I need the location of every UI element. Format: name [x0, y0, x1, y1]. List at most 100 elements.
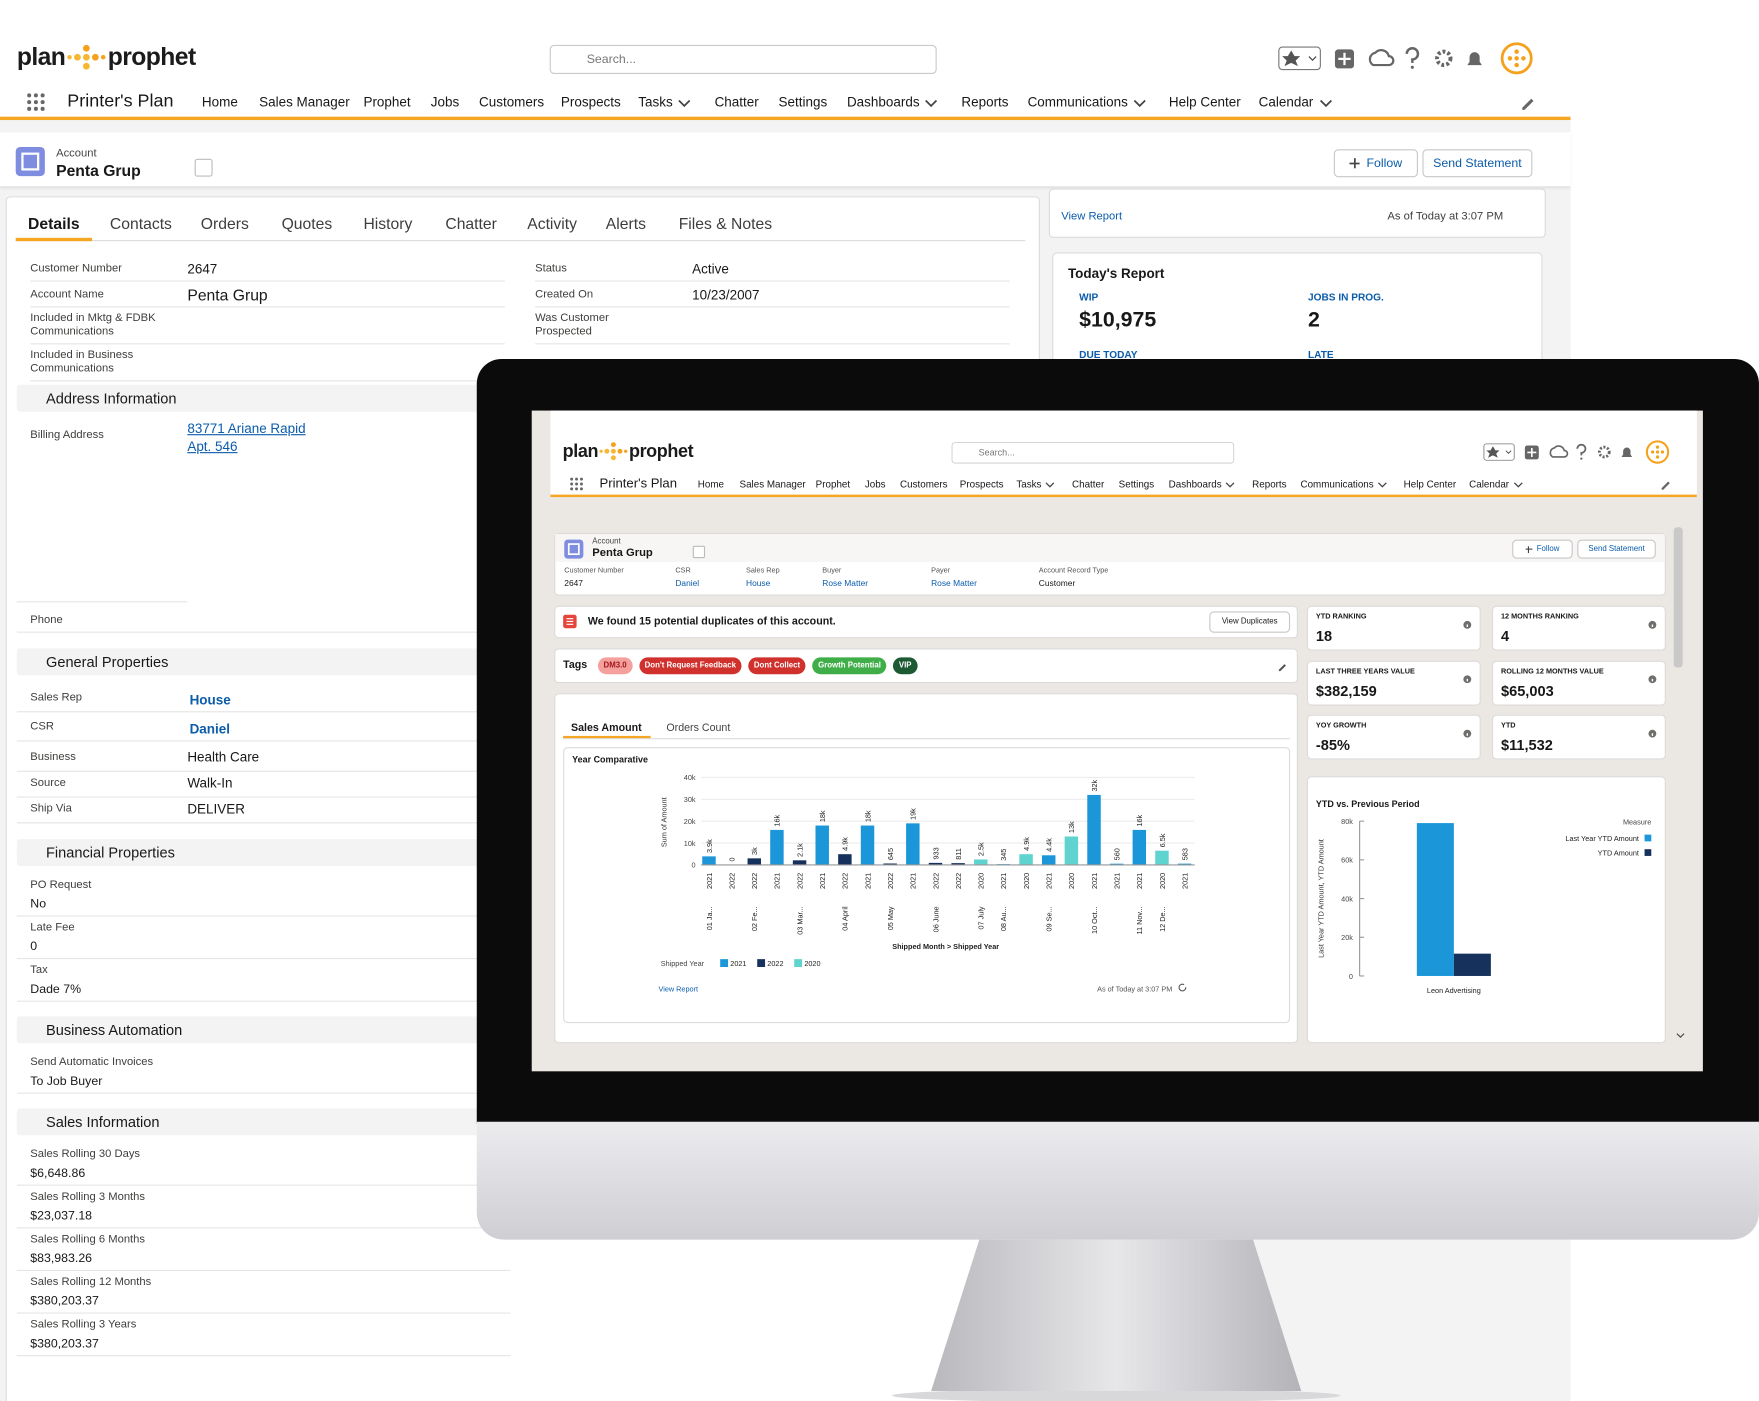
logo-dot	[599, 449, 603, 453]
metric-value: $10,975	[1079, 308, 1157, 333]
data-label: 583	[1180, 848, 1189, 860]
tab[interactable]: Chatter	[445, 214, 497, 233]
nav-item[interactable]: Sales Manager	[739, 478, 806, 490]
follow-button[interactable]: Follow	[1512, 539, 1573, 559]
tab[interactable]: Quotes	[281, 214, 333, 233]
tab[interactable]: Orders	[200, 214, 249, 233]
tab[interactable]: Details	[28, 214, 80, 233]
kpi-label: LAST THREE YEARS VALUE	[1315, 667, 1415, 676]
nav-item[interactable]: Home	[201, 94, 238, 110]
chart-tab[interactable]: Orders Count	[666, 721, 731, 735]
nav-item[interactable]: Prophet	[815, 478, 851, 490]
send-statement-button[interactable]: Send Statement	[1577, 539, 1656, 559]
chevron	[1045, 482, 1055, 488]
chevron	[1513, 482, 1523, 488]
data-label: 0	[727, 857, 736, 861]
field-value[interactable]: Rose Matter	[822, 578, 869, 589]
nav-item[interactable]: Reports	[1252, 478, 1287, 490]
view-report-link[interactable]: View Report	[1061, 210, 1123, 223]
nav-item[interactable]: Sales Manager	[259, 94, 350, 110]
x-tick-label: 2022	[886, 873, 895, 889]
data-label: 18k	[818, 810, 827, 822]
avatar-dot	[1514, 62, 1519, 68]
y-tick-label: 40k	[684, 773, 696, 782]
follow-button[interactable]: Follow	[1333, 149, 1418, 178]
legend-label: YTD Amount	[1598, 848, 1639, 857]
search-placeholder: Search...	[586, 52, 637, 67]
logo-dot	[83, 44, 90, 52]
tag[interactable]: Don't Request Feedback	[639, 657, 742, 675]
nav-item[interactable]: Prophet	[363, 94, 411, 110]
account-name: Penta Grup	[592, 546, 653, 560]
x-tick-label: Leon Advertising	[1427, 986, 1481, 995]
x-tick-label: 2022	[750, 873, 759, 889]
global-header: plan prophet Search... Printer's Plan Home Sa…	[0, 0, 1571, 121]
tab[interactable]: History	[363, 214, 413, 233]
tag[interactable]: Growth Potential	[812, 657, 887, 675]
nav-item[interactable]: Tasks	[1016, 478, 1042, 490]
search-box[interactable]	[549, 44, 937, 75]
data-label: 18k	[863, 810, 872, 822]
y-tick-label: 10k	[684, 839, 696, 848]
tag[interactable]: VIP	[893, 657, 918, 675]
nav-item[interactable]: Chatter	[714, 94, 759, 110]
field-divider	[16, 1092, 511, 1094]
nav-item[interactable]: Dashboards	[1168, 478, 1222, 490]
chevron	[925, 99, 938, 108]
legend-swatch	[720, 959, 729, 967]
nav-item[interactable]: Help Center	[1168, 94, 1241, 110]
nav-item[interactable]: Help Center	[1403, 478, 1457, 490]
nav-item[interactable]: Prospects	[560, 94, 621, 110]
bar	[1177, 863, 1192, 865]
nav-item[interactable]: Jobs	[430, 94, 460, 110]
nav-item[interactable]: Settings	[1118, 478, 1155, 490]
legend-title: Measure	[1623, 818, 1651, 827]
address-line[interactable]: Apt. 546	[187, 438, 238, 455]
nav-item[interactable]: Settings	[778, 94, 828, 110]
field-value[interactable]: House	[189, 692, 231, 708]
tag[interactable]: Dont Collect	[748, 657, 806, 675]
field-value: $380,203.37	[30, 1337, 99, 1351]
nav-item[interactable]: Chatter	[1072, 478, 1105, 490]
field-value[interactable]: Daniel	[189, 721, 230, 738]
nav-item[interactable]: Customers	[900, 478, 948, 490]
tag[interactable]: DM3.0	[597, 657, 633, 675]
tab[interactable]: Files & Notes	[678, 214, 773, 233]
app-launcher-dot	[579, 477, 583, 481]
view-duplicates-button[interactable]: View Duplicates	[1209, 611, 1291, 633]
kpi-value: 18	[1315, 627, 1333, 645]
nav-item[interactable]: Calendar	[1258, 94, 1314, 110]
chart-tab[interactable]: Sales Amount	[570, 721, 642, 735]
field-value[interactable]: Daniel	[675, 578, 700, 589]
tab[interactable]: Activity	[527, 214, 577, 233]
app-launcher-dot	[570, 487, 574, 491]
nav-item[interactable]: Communications	[1300, 478, 1374, 490]
nav-item[interactable]: Calendar	[1469, 478, 1510, 490]
tab[interactable]: Alerts	[605, 214, 646, 233]
x-tick-label: 2021	[1045, 873, 1054, 889]
legend-swatch	[757, 959, 766, 967]
nav-item[interactable]: Customers	[479, 94, 545, 110]
nav-item[interactable]: Reports	[961, 94, 1009, 110]
settings-icon	[1597, 445, 1611, 459]
app-launcher-dot	[575, 482, 579, 486]
nav-item[interactable]: Dashboards	[846, 94, 920, 110]
app-launcher-dot	[27, 100, 32, 105]
address-line[interactable]: 83771 Ariane Rapid	[187, 420, 306, 437]
nav-item[interactable]: Jobs	[864, 478, 886, 490]
nav-item[interactable]: Communications	[1027, 94, 1128, 110]
field-value: Health Care	[187, 749, 260, 766]
tab[interactable]: Contacts	[109, 214, 172, 233]
ytd-card	[1306, 776, 1666, 1044]
nav-item[interactable]: Home	[697, 478, 724, 490]
field-value[interactable]: Rose Matter	[931, 578, 977, 589]
x-group-label: 01 Ja...	[705, 906, 714, 930]
search-box[interactable]	[951, 442, 1235, 464]
chevron	[1133, 99, 1146, 108]
help-icon	[1405, 47, 1420, 63]
field-value[interactable]: House	[745, 578, 771, 589]
chevron	[1676, 1033, 1685, 1039]
send-statement-button[interactable]: Send Statement	[1422, 149, 1533, 178]
nav-item[interactable]: Prospects	[959, 478, 1004, 490]
nav-item[interactable]: Tasks	[638, 94, 673, 110]
